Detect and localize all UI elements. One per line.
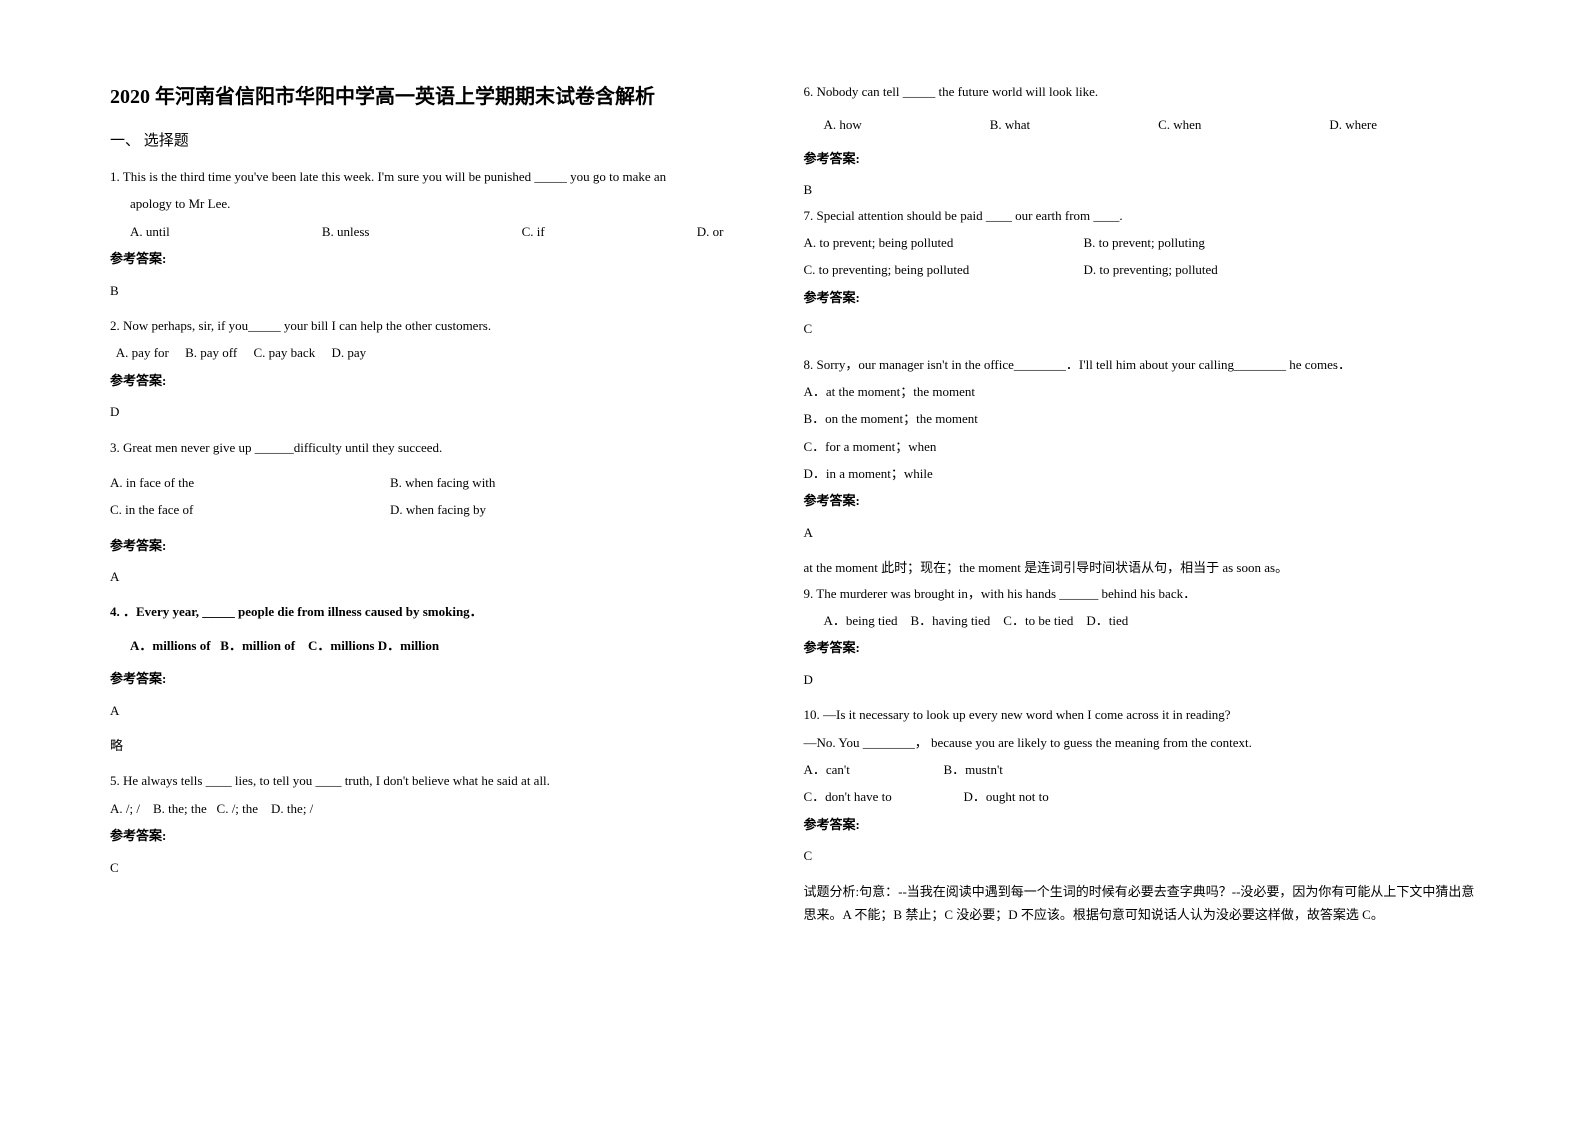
left-column: 2020 年河南省信阳市华阳中学高一英语上学期期末试卷含解析 一、 选择题 1.… [100, 80, 794, 1042]
question-text: 8. Sorry，our manager isn't in the office… [804, 353, 1478, 376]
question-options: A. how B. what C. when D. where [804, 113, 1478, 136]
option-d: D. when facing by [390, 498, 486, 521]
question-2: 2. Now perhaps, sir, if you_____ your bi… [110, 314, 784, 424]
option-a: A. in face of the [110, 471, 390, 494]
answer-label: 参考答案: [804, 636, 1478, 659]
question-9: 9. The murderer was brought in，with his … [804, 582, 1478, 692]
option-c: C．don't have to [804, 785, 944, 808]
answer: C [804, 317, 1478, 340]
question-options: A. until B. unless C. if D. or [110, 220, 784, 243]
option-c: C. in the face of [110, 498, 390, 521]
answer: B [110, 279, 784, 302]
question-text: 6. Nobody can tell _____ the future worl… [804, 80, 1478, 103]
question-options-row2: C．don't have to D．ought not to [804, 785, 1478, 808]
option-b: B．mustn't [944, 758, 1003, 781]
question-text-2: apology to Mr Lee. [110, 192, 784, 215]
question-5: 5. He always tells ____ lies, to tell yo… [110, 769, 784, 879]
option-c: C. when [1158, 113, 1201, 136]
option-d: D. to preventing; polluted [1084, 258, 1218, 281]
question-options: A. /; / B. the; the C. /; the D. the; / [110, 797, 784, 820]
answer: C [804, 844, 1478, 867]
question-4: 4. ．Every year, _____ people die from il… [110, 600, 784, 757]
option-a: A. how [824, 113, 862, 136]
answer: D [110, 400, 784, 423]
question-7: 7. Special attention should be paid ____… [804, 204, 1478, 341]
question-text: 2. Now perhaps, sir, if you_____ your bi… [110, 314, 784, 337]
explanation: at the moment 此时；现在；the moment 是连词引导时间状语… [804, 556, 1478, 579]
question-options-row1: A．can't B．mustn't [804, 758, 1478, 781]
answer-label: 参考答案: [804, 813, 1478, 836]
question-options: A．millions of B．million of C．millions D．… [110, 634, 784, 657]
question-10: 10. —Is it necessary to look up every ne… [804, 703, 1478, 926]
question-options: A．being tied B．having tied C．to be tied … [804, 609, 1478, 632]
option-c: C. if [522, 220, 545, 243]
answer: D [804, 668, 1478, 691]
answer-label: 参考答案: [110, 369, 784, 392]
answer-label: 参考答案: [804, 489, 1478, 512]
option-d: D. or [697, 220, 724, 243]
section-heading: 一、 选择题 [110, 129, 784, 150]
answer-label: 参考答案: [110, 534, 784, 557]
question-options: A. pay for B. pay off C. pay back D. pay [110, 341, 784, 364]
option-b: B．on the moment；the moment [804, 407, 1478, 430]
answer: A [804, 521, 1478, 544]
question-text-2: —No. You ________， because you are likel… [804, 731, 1478, 754]
option-b: B. unless [322, 220, 370, 243]
option-a: A. until [130, 220, 170, 243]
option-a: A．at the moment；the moment [804, 380, 1478, 403]
answer-label: 参考答案: [110, 824, 784, 847]
answer-label: 参考答案: [110, 247, 784, 270]
page-title: 2020 年河南省信阳市华阳中学高一英语上学期期末试卷含解析 [110, 80, 784, 109]
question-options-row1: A. to prevent; being polluted B. to prev… [804, 231, 1478, 254]
question-1: 1. This is the third time you've been la… [110, 165, 784, 302]
right-column: 6. Nobody can tell _____ the future worl… [794, 80, 1488, 1042]
question-text: 1. This is the third time you've been la… [110, 165, 784, 188]
question-text: 4. ．Every year, _____ people die from il… [110, 600, 784, 623]
answer-label: 参考答案: [804, 147, 1478, 170]
question-text: 9. The murderer was brought in，with his … [804, 582, 1478, 605]
option-a: A．can't [804, 758, 904, 781]
question-options-row2: C. in the face of D. when facing by [110, 498, 784, 521]
option-d: D. where [1329, 113, 1377, 136]
question-options-row1: A. in face of the B. when facing with [110, 471, 784, 494]
option-b: B. what [990, 113, 1030, 136]
answer: C [110, 856, 784, 879]
question-text: 5. He always tells ____ lies, to tell yo… [110, 769, 784, 792]
option-d: D．ought not to [964, 785, 1049, 808]
answer-note: 略 [110, 734, 784, 757]
option-b: B. when facing with [390, 471, 495, 494]
answer-label: 参考答案: [110, 667, 784, 690]
option-a: A. to prevent; being polluted [804, 231, 1084, 254]
question-options-row2: C. to preventing; being polluted D. to p… [804, 258, 1478, 281]
option-c: C．for a moment；when [804, 435, 1478, 458]
option-d: D．in a moment；while [804, 462, 1478, 485]
answer: A [110, 565, 784, 588]
option-c: C. to preventing; being polluted [804, 258, 1084, 281]
answer-label: 参考答案: [804, 286, 1478, 309]
explanation: 试题分析:句意：--当我在阅读中遇到每一个生词的时候有必要去查字典吗？--没必要… [804, 880, 1478, 927]
answer: A [110, 699, 784, 722]
option-b: B. to prevent; polluting [1084, 231, 1205, 254]
question-text: 7. Special attention should be paid ____… [804, 204, 1478, 227]
question-8: 8. Sorry，our manager isn't in the office… [804, 353, 1478, 580]
question-3: 3. Great men never give up ______difficu… [110, 436, 784, 589]
question-text: 10. —Is it necessary to look up every ne… [804, 703, 1478, 726]
question-6: 6. Nobody can tell _____ the future worl… [804, 80, 1478, 202]
answer: B [804, 178, 1478, 201]
question-text: 3. Great men never give up ______difficu… [110, 436, 784, 459]
